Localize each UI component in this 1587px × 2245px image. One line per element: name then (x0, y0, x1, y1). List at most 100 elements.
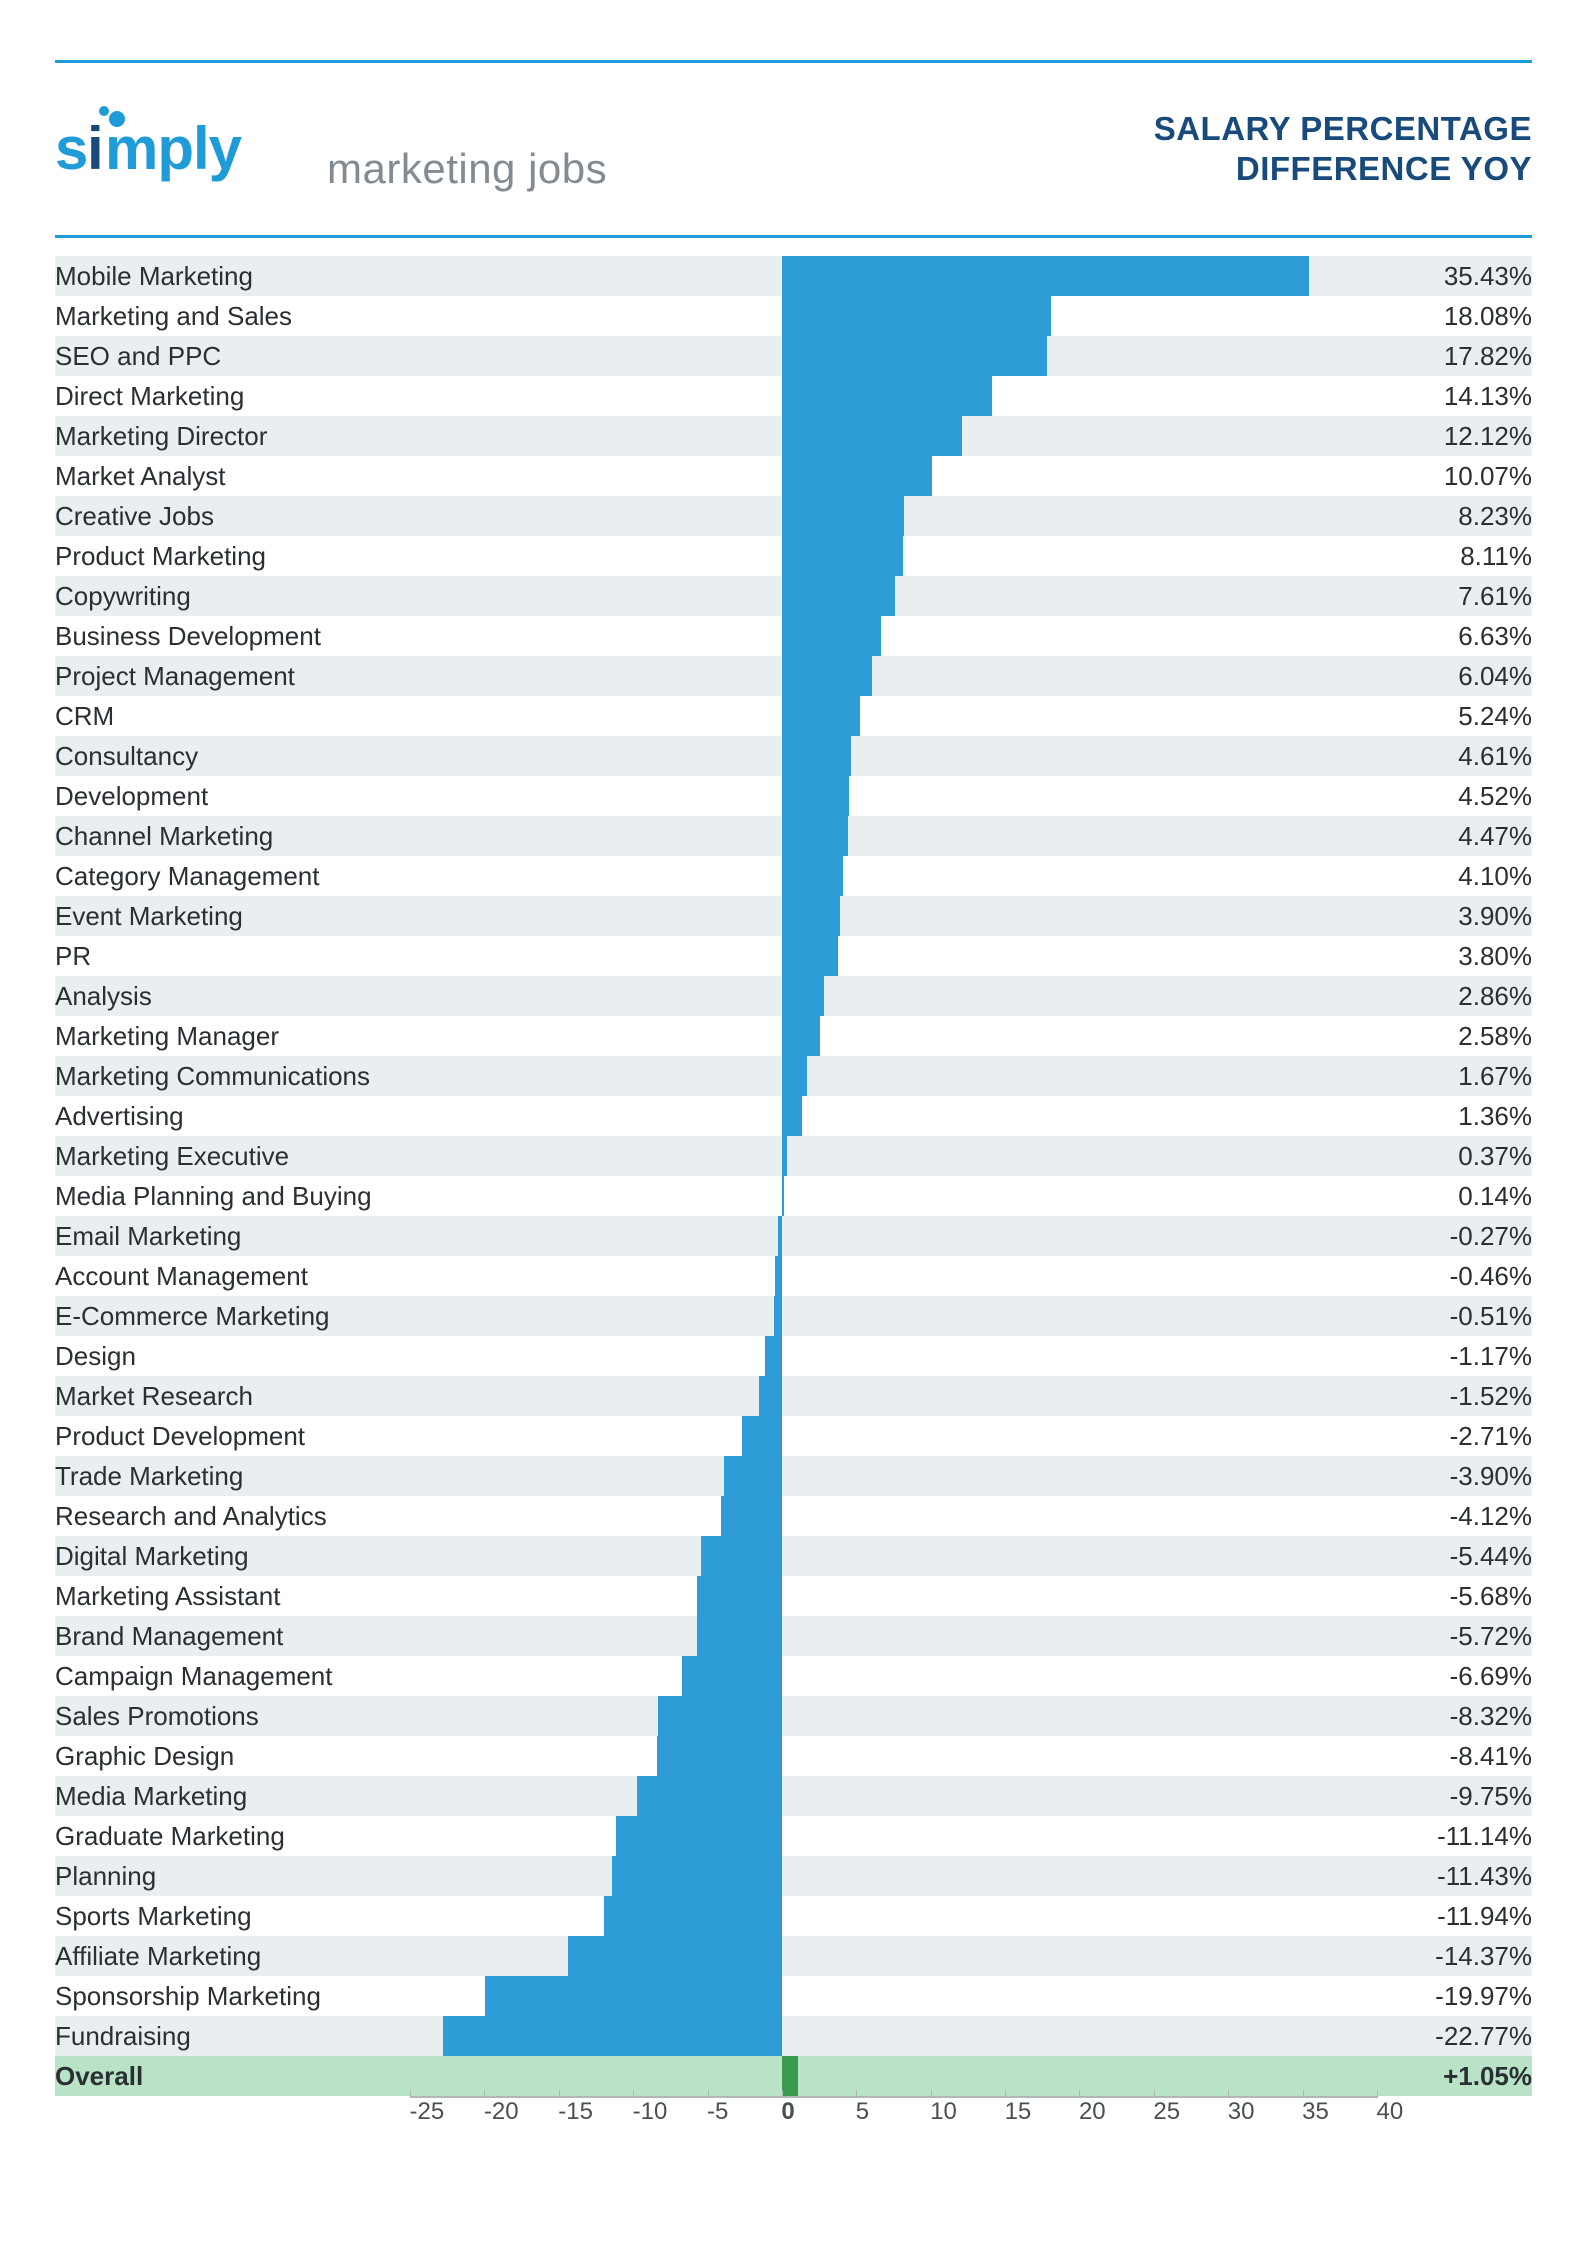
row-value: 8.11% (1377, 536, 1532, 576)
row-label: Analysis (55, 976, 410, 1016)
chart-row: Analysis2.86% (55, 976, 1532, 1016)
chart-row: Sports Marketing-11.94% (55, 1896, 1532, 1936)
row-value: 3.80% (1377, 936, 1532, 976)
row-value: -9.75% (1377, 1776, 1532, 1816)
chart-row: SEO and PPC17.82% (55, 336, 1532, 376)
row-bar-area (410, 1456, 1377, 1496)
bar (697, 1576, 782, 1616)
title-line-1: SALARY PERCENTAGE (1154, 109, 1532, 149)
row-bar-area (410, 1496, 1377, 1536)
row-bar-area (410, 496, 1377, 536)
bar (782, 416, 962, 456)
row-value: -5.44% (1377, 1536, 1532, 1576)
bar (775, 1256, 782, 1296)
row-value: -19.97% (1377, 1976, 1532, 2016)
chart-row: Research and Analytics-4.12% (55, 1496, 1532, 1536)
logo: s i mply marketing jobs (55, 105, 607, 193)
row-label: Account Management (55, 1256, 410, 1296)
bar (742, 1416, 782, 1456)
row-bar-area (410, 1536, 1377, 1576)
bar (782, 776, 849, 816)
row-bar-area (410, 1656, 1377, 1696)
bar (782, 256, 1309, 296)
bar (782, 496, 904, 536)
row-bar-area (410, 896, 1377, 936)
row-bar-area (410, 1576, 1377, 1616)
row-bar-area (410, 2056, 1377, 2096)
chart-row: Copywriting7.61% (55, 576, 1532, 616)
row-label: Brand Management (55, 1616, 410, 1656)
row-label: Research and Analytics (55, 1496, 410, 1536)
row-value: -14.37% (1377, 1936, 1532, 1976)
row-value: -5.68% (1377, 1576, 1532, 1616)
bar (782, 1016, 820, 1056)
chart-row: CRM5.24% (55, 696, 1532, 736)
row-bar-area (410, 1416, 1377, 1456)
row-bar-area (410, 1256, 1377, 1296)
chart-row: Affiliate Marketing-14.37% (55, 1936, 1532, 1976)
title-line-2: DIFFERENCE YOY (1154, 149, 1532, 189)
chart-row: Marketing Communications1.67% (55, 1056, 1532, 1096)
axis-tick: 15 (1005, 2098, 1006, 2126)
row-bar-area (410, 1216, 1377, 1256)
logo-subtitle: marketing jobs (327, 145, 607, 193)
bar (443, 2016, 782, 2056)
row-value: 4.10% (1377, 856, 1532, 896)
row-label: Planning (55, 1856, 410, 1896)
header: s i mply marketing jobs SALARY PERCENTAG… (55, 63, 1532, 235)
row-value: -8.32% (1377, 1696, 1532, 1736)
chart-row: Account Management-0.46% (55, 1256, 1532, 1296)
row-value: -1.52% (1377, 1376, 1532, 1416)
row-value: -11.94% (1377, 1896, 1532, 1936)
row-bar-area (410, 1856, 1377, 1896)
salary-diff-bar-chart: Mobile Marketing35.43%Marketing and Sale… (55, 256, 1532, 2140)
row-label: Marketing Manager (55, 1016, 410, 1056)
row-bar-area (410, 776, 1377, 816)
svg-text:s: s (55, 115, 87, 182)
row-label: Mobile Marketing (55, 256, 410, 296)
axis-tick: 40 (1377, 2098, 1378, 2126)
row-value: 4.61% (1377, 736, 1532, 776)
row-value: 7.61% (1377, 576, 1532, 616)
bar (782, 1176, 784, 1216)
row-value: -2.71% (1377, 1416, 1532, 1456)
chart-row: Marketing Executive0.37% (55, 1136, 1532, 1176)
row-bar-area (410, 456, 1377, 496)
row-bar-area (410, 416, 1377, 456)
row-label: Sales Promotions (55, 1696, 410, 1736)
row-label: Digital Marketing (55, 1536, 410, 1576)
row-value: 12.12% (1377, 416, 1532, 456)
row-label: Trade Marketing (55, 1456, 410, 1496)
row-label: E-Commerce Marketing (55, 1296, 410, 1336)
bar (724, 1456, 782, 1496)
row-label: Marketing Communications (55, 1056, 410, 1096)
chart-row: Project Management6.04% (55, 656, 1532, 696)
row-value: -3.90% (1377, 1456, 1532, 1496)
bar (782, 896, 840, 936)
row-label: Media Marketing (55, 1776, 410, 1816)
chart-row: Marketing Manager2.58% (55, 1016, 1532, 1056)
row-value: +1.05% (1377, 2056, 1532, 2096)
row-label: Media Planning and Buying (55, 1176, 410, 1216)
row-label: Marketing and Sales (55, 296, 410, 336)
row-value: -22.77% (1377, 2016, 1532, 2056)
chart-row: Media Marketing -9.75% (55, 1776, 1532, 1816)
row-value: -1.17% (1377, 1336, 1532, 1376)
chart-row: Trade Marketing -3.90% (55, 1456, 1532, 1496)
row-label: Event Marketing (55, 896, 410, 936)
row-value: -11.14% (1377, 1816, 1532, 1856)
row-value: 3.90% (1377, 896, 1532, 936)
chart-row: Fundraising-22.77% (55, 2016, 1532, 2056)
chart-row: Brand Management-5.72% (55, 1616, 1532, 1656)
axis-tick: 30 (1228, 2098, 1229, 2126)
row-value: 14.13% (1377, 376, 1532, 416)
bar (782, 2056, 798, 2096)
bar (485, 1976, 782, 2016)
page-title: SALARY PERCENTAGE DIFFERENCE YOY (1154, 109, 1532, 188)
chart-row: Graphic Design-8.41% (55, 1736, 1532, 1776)
row-bar-area (410, 1816, 1377, 1856)
row-label: Marketing Director (55, 416, 410, 456)
row-bar-area (410, 1616, 1377, 1656)
chart-row: Graduate Marketing-11.14% (55, 1816, 1532, 1856)
row-label: Graphic Design (55, 1736, 410, 1776)
